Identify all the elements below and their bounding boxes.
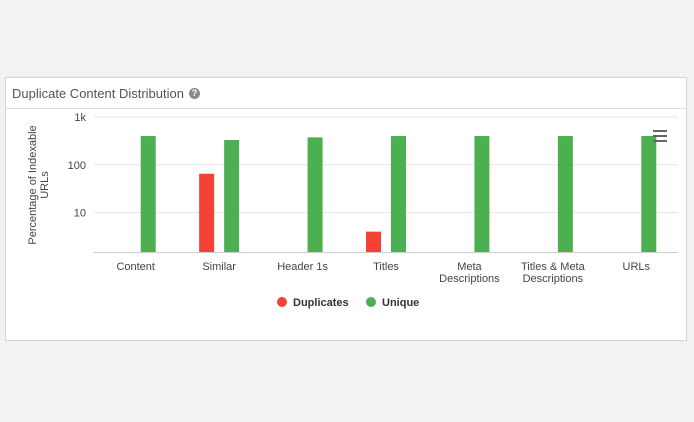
bar-duplicates bbox=[366, 231, 381, 252]
bar-unique bbox=[641, 136, 657, 252]
bar-unique bbox=[557, 136, 573, 252]
bar-unique bbox=[391, 136, 406, 252]
bar-unique bbox=[474, 136, 490, 252]
y-axis-title: Percentage of Indexable bbox=[27, 125, 39, 244]
chart-area: 10 100 1k Percentage of Indexable URLs Conten… bbox=[6, 109, 686, 340]
bar-duplicates bbox=[199, 173, 215, 252]
legend-label-duplicates[interactable]: Duplicates bbox=[293, 297, 349, 309]
bar-unique bbox=[307, 137, 323, 252]
x-tick-label: Header 1s bbox=[277, 261, 328, 273]
x-tick-label: Meta bbox=[457, 261, 482, 273]
hamburger-menu-icon[interactable] bbox=[653, 130, 667, 142]
y-tick-label: 10 bbox=[74, 208, 86, 220]
bar-unique bbox=[140, 136, 156, 252]
x-tick-label: Content bbox=[116, 261, 155, 273]
y-tick-label: 1k bbox=[74, 112, 86, 124]
duplicate-content-panel: Duplicate Content Distribution ? 10 100 1k… bbox=[5, 77, 687, 341]
y-tick-label: 100 bbox=[68, 160, 86, 172]
question-circle-icon[interactable]: ? bbox=[188, 87, 200, 99]
bar-unique bbox=[224, 140, 240, 252]
x-tick-label: Descriptions bbox=[439, 273, 500, 285]
panel-header: Duplicate Content Distribution ? bbox=[6, 78, 686, 109]
y-axis-title: URLs bbox=[39, 171, 51, 199]
x-tick-label: Titles bbox=[373, 261, 399, 273]
x-tick-label: URLs bbox=[623, 261, 651, 273]
legend-label-unique[interactable]: Unique bbox=[382, 297, 419, 309]
x-tick-label: Descriptions bbox=[523, 273, 584, 285]
legend-marker-duplicates bbox=[277, 297, 287, 307]
panel-title: Duplicate Content Distribution bbox=[12, 85, 184, 101]
x-tick-label: Titles & Meta bbox=[521, 261, 586, 273]
legend-marker-unique bbox=[366, 297, 376, 307]
x-tick-label: Similar bbox=[202, 261, 236, 273]
